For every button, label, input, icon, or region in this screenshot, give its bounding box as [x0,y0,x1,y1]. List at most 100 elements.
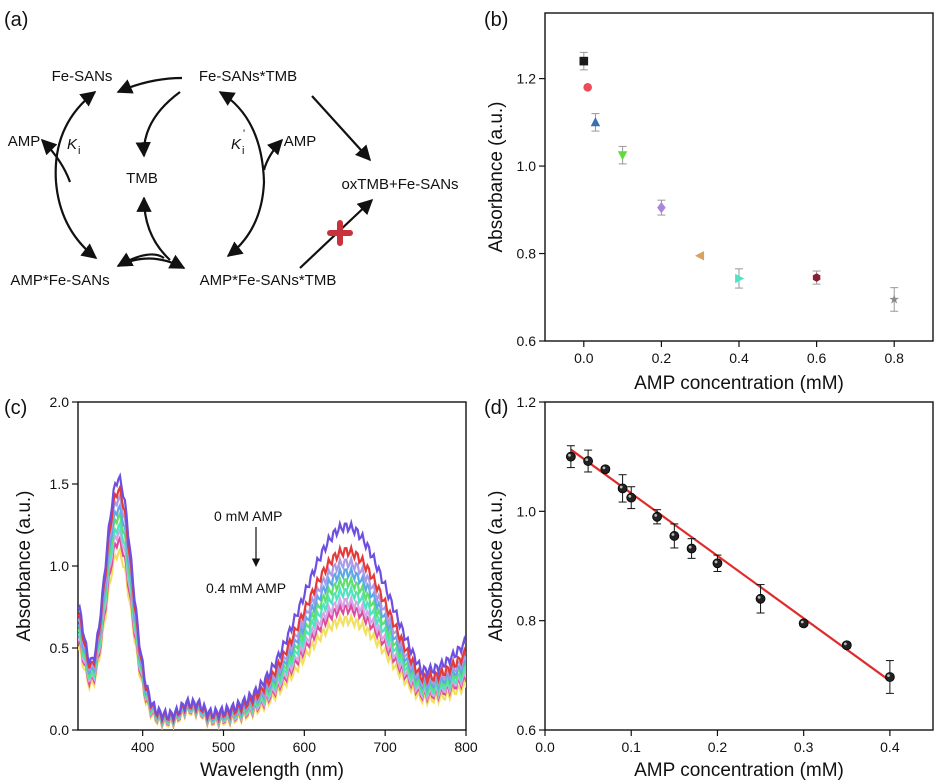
x-tick-label: 800 [454,739,478,755]
y-tick-label: 1.0 [517,158,537,174]
data-point [812,273,821,282]
x-tick-label: 600 [293,739,317,755]
x-tick-label: 0.4 [729,350,749,366]
y-tick-label: 0.6 [517,333,537,349]
data-point [600,464,611,475]
panel-label-b: (b) [484,9,508,31]
x-tick-label: 0.3 [794,739,814,755]
data-point-highlight [757,596,761,599]
data-point-highlight [671,533,675,536]
data-point [565,451,576,462]
y-tick-label: 1.0 [50,558,70,574]
node-oxtmb: oxTMB+Fe-SANs [341,176,458,193]
x-tick-label: 0.2 [652,350,672,366]
data-point [841,640,852,651]
arrow-to-amp-right [262,138,284,171]
data-point [735,273,745,284]
x-axis-label: Wavelength (nm) [200,760,344,780]
x-tick-label: 500 [212,739,236,755]
data-point-highlight [602,466,606,470]
node-tmb: TMB [126,170,158,187]
ki-prime-mark: ' [243,128,245,140]
data-point [798,618,809,629]
data-point [590,117,601,127]
arrow-left-loop-up [54,91,97,183]
panel-label-d: (d) [484,397,508,419]
data-point [695,250,705,261]
data-point-highlight [800,620,804,624]
x-tick-label: 0.0 [535,739,555,755]
chart-c-annotation: 0 mM AMP 0.4 mM AMP [206,508,286,596]
node-fe-sans-tmb: Fe-SANs*TMB [199,68,297,85]
chart-panel-c: 0 mM AMP 0.4 mM AMP 400 500 600 700 800 0.0 0.… [14,394,478,780]
x-tick-label: 0.2 [708,739,728,755]
data-point [579,56,589,66]
arrow-amp-fe-sans-tmb-to-amp-fe-sans [116,252,165,267]
data-point-highlight [568,453,571,457]
data-point [889,294,900,304]
x-tick-label: 0.4 [880,739,900,755]
label-ki: K i [67,136,80,157]
data-point-highlight [628,494,632,498]
chart-panel-b: 0.0 0.2 0.4 0.6 0.8 0.6 0.8 1.0 1.2 AMP concentra… [486,12,934,394]
data-point-highlight [585,458,589,462]
x-tick-label: 0.1 [621,739,641,755]
data-point-highlight [688,545,692,549]
data-point [652,511,662,522]
annotation-top: 0 mM AMP [214,508,282,524]
y-tick-label: 2.0 [50,394,70,410]
arrow-to-amp-left [40,138,72,183]
y-tick-label: 1.2 [517,394,537,410]
node-amp-right: AMP [284,133,317,150]
x-axis-label: AMP concentration (mM) [634,760,844,780]
y-tick-label: 1.2 [517,71,537,87]
data-point-highlight [887,674,890,677]
x-tick-label: 0.6 [807,350,827,366]
data-point [669,531,680,541]
data-point-highlight [619,485,623,489]
y-tick-label: 0.8 [517,613,537,629]
node-amp-fe-sans: AMP*Fe-SANs [10,272,109,289]
panel-label-c: (c) [4,397,27,419]
x-tick-label: 400 [131,739,155,755]
panel-label-a: (a) [4,9,28,31]
data-point [617,151,628,161]
data-point-highlight [714,560,718,564]
y-tick-label: 0.0 [50,722,70,738]
arrow-fe-sans-tmb-to-fe-sans [116,76,183,94]
spectrum-line [78,472,466,724]
y-tick-label: 0.5 [50,640,70,656]
data-point [583,83,592,92]
ki-symbol: K [67,136,78,153]
ki-prime-subscript: i [242,145,244,157]
ki-subscript: i [78,145,80,157]
plot-frame [544,12,934,342]
y-axis-label: Absorbance (a.u.) [486,490,507,641]
data-point [583,456,594,466]
scheme-panel: Fe-SANs Fe-SANs*TMB AMP AMP TMB oxTMB+Fe… [8,68,459,289]
ki-prime-symbol: K [231,136,242,153]
data-point [657,202,666,214]
y-tick-label: 0.8 [517,246,537,262]
y-axis-label: Absorbance (a.u.) [14,490,35,641]
label-ki-prime: K i ' [231,128,245,157]
data-point [626,492,637,503]
data-point [712,558,723,569]
data-point [884,672,895,682]
scheme-arrows [40,76,374,269]
x-axis-label: AMP concentration (mM) [634,373,844,394]
y-axis-label: Absorbance (a.u.) [486,101,507,252]
plot-frame [544,401,934,731]
data-point [617,483,628,494]
data-point [686,543,697,554]
arrow-to-oxtmb [311,95,372,162]
y-tick-label: 1.5 [50,476,70,492]
data-point-highlight [654,514,658,517]
y-tick-label: 0.6 [517,722,537,738]
x-tick-label: 0.8 [884,350,904,366]
arrow-fe-sans-tmb-to-tmb [135,91,181,158]
y-tick-label: 1.0 [517,503,537,519]
chart-panel-d: 0.0 0.1 0.2 0.3 0.4 0.6 0.8 1.0 1.2 AMP concentra… [486,394,934,780]
arrow-to-tmb-from-bottom [136,196,171,261]
